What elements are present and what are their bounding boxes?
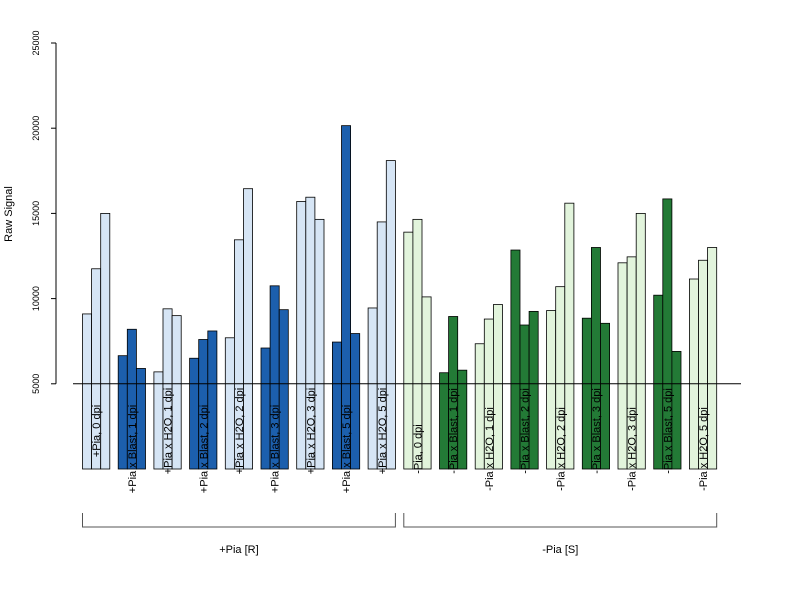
bar bbox=[385, 160, 396, 470]
bar-labels: +Pia, 0 dpi +Pia x Blast, 1 dpi +Pia x H2O… bbox=[91, 388, 710, 493]
group-label: -Pia [S] bbox=[542, 544, 578, 556]
bar-category-label: -Pia x Blast, 5 dpi bbox=[662, 388, 674, 474]
bar bbox=[564, 202, 575, 470]
bar bbox=[278, 309, 289, 470]
bar bbox=[350, 333, 361, 470]
bar bbox=[341, 125, 352, 470]
bar-category-label: +Pia x H2O, 1 dpi bbox=[163, 388, 175, 475]
group-bracket bbox=[403, 513, 718, 528]
bar bbox=[207, 330, 218, 470]
bar bbox=[421, 296, 432, 470]
y-tick-label: 5000 bbox=[31, 374, 41, 394]
bar-category-label: -Pia, 0 dpi bbox=[412, 424, 424, 474]
bar-category-label: +Pia x Blast, 1 dpi bbox=[127, 405, 139, 493]
bar bbox=[243, 188, 254, 470]
bar-category-label: -Pia x Blast, 2 dpi bbox=[520, 388, 532, 474]
y-tick-label: 25000 bbox=[31, 30, 41, 55]
y-tick-label: 20000 bbox=[31, 116, 41, 141]
bar bbox=[671, 351, 682, 470]
bar-category-label: +Pia x Blast, 5 dpi bbox=[341, 405, 353, 493]
bars bbox=[82, 125, 718, 470]
bar bbox=[314, 218, 325, 470]
bar-category-label: +Pia x H2O, 3 dpi bbox=[305, 388, 317, 475]
bar-category-label: +Pia x Blast, 3 dpi bbox=[270, 405, 282, 493]
y-axis: 5000 10000 15000 20000 25000 Raw Signal bbox=[3, 30, 57, 394]
bar bbox=[707, 247, 718, 470]
bar-category-label: +Pia x H2O, 5 dpi bbox=[377, 388, 389, 475]
bar-category-label: -Pia x H2O, 5 dpi bbox=[698, 407, 710, 491]
group-bracket bbox=[82, 513, 396, 528]
bar-category-label: -Pia x Blast, 1 dpi bbox=[448, 388, 460, 474]
bar bbox=[100, 212, 111, 470]
bar bbox=[135, 368, 146, 470]
bar-category-label: -Pia x H2O, 2 dpi bbox=[555, 407, 567, 491]
bar bbox=[492, 304, 503, 470]
bar-category-label: -Pia x Blast, 3 dpi bbox=[591, 388, 603, 474]
bar bbox=[600, 322, 611, 470]
bar bbox=[171, 315, 182, 470]
y-tick-label: 10000 bbox=[31, 286, 41, 311]
bar-category-label: +Pia x H2O, 2 dpi bbox=[234, 388, 246, 475]
group-brackets: +Pia [R] -Pia [S] bbox=[82, 513, 718, 556]
bar-category-label: +Pia x Blast, 2 dpi bbox=[198, 405, 210, 493]
group-label: +Pia [R] bbox=[219, 544, 258, 556]
bar bbox=[635, 212, 646, 470]
bar-category-label: -Pia x H2O, 3 dpi bbox=[627, 407, 639, 491]
bar-category-label: +Pia, 0 dpi bbox=[91, 405, 103, 457]
bar bbox=[662, 198, 673, 470]
y-tick-label: 15000 bbox=[31, 201, 41, 226]
bar bbox=[457, 369, 468, 470]
y-axis-title: Raw Signal bbox=[3, 186, 15, 242]
bar-category-label: -Pia x H2O, 1 dpi bbox=[484, 407, 496, 491]
bar bbox=[528, 310, 539, 470]
